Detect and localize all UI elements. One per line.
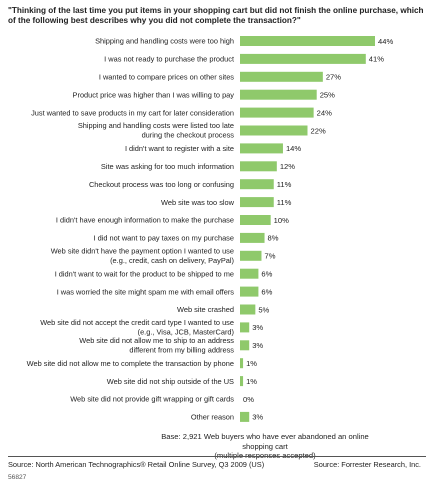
value-label: 3% (252, 341, 263, 350)
source-publisher: Source: Forrester Research, Inc. (313, 460, 421, 469)
value-label: 1% (246, 377, 257, 386)
category-label: different from my billing address (129, 345, 234, 354)
category-label: Site was asking for too much information (101, 162, 234, 171)
value-label: 1% (246, 359, 257, 368)
bar (240, 179, 274, 190)
category-label: Other reason (191, 413, 234, 422)
source-survey: Source: North American Technographics® R… (8, 460, 265, 469)
value-label: 22% (311, 126, 326, 135)
bar (240, 107, 314, 118)
value-label: 0% (243, 395, 254, 404)
category-label: Shipping and handling costs were listed … (78, 121, 234, 130)
category-label: I didn't have enough information to make… (56, 216, 234, 225)
value-label: 6% (261, 270, 272, 279)
category-label: I didn't want to wait for the product to… (55, 269, 234, 278)
category-label: Checkout process was too long or confusi… (89, 180, 234, 189)
category-label: during the checkout process (142, 131, 235, 140)
value-label: 11% (277, 180, 292, 189)
category-label: (e.g., Visa, JCB, MasterCard) (138, 327, 234, 336)
category-label: I was worried the site might spam me wit… (57, 287, 235, 296)
base-note: Base: 2,921 Web buyers who have ever aba… (150, 432, 380, 461)
value-label: 5% (258, 305, 269, 314)
category-label: I was not ready to purchase the product (104, 55, 234, 64)
bar (240, 143, 283, 154)
category-label: Web site did not provide gift wrapping o… (70, 395, 234, 404)
category-label: Shipping and handling costs were too hig… (95, 37, 234, 46)
bar (240, 125, 308, 136)
category-label: Just wanted to save products in my cart … (31, 108, 234, 117)
category-label: Product price was higher than I was will… (73, 90, 235, 99)
bar (240, 286, 259, 297)
bar (240, 161, 277, 172)
value-label: 25% (320, 91, 335, 100)
value-label: 11% (277, 198, 292, 207)
value-label: 41% (369, 55, 384, 64)
bar (240, 36, 375, 46)
bar (240, 232, 265, 243)
category-label: Web site crashed (177, 305, 234, 314)
value-label: 3% (252, 413, 263, 422)
category-label: (e.g., credit, cash on delivery, PayPal) (110, 256, 234, 265)
category-label: Web site was too slow (161, 198, 235, 207)
category-label: Web site did not allow me to ship to an … (79, 336, 234, 345)
bar (240, 250, 262, 261)
value-label: 3% (252, 323, 263, 332)
footer-divider (8, 456, 426, 457)
value-label: 44% (378, 37, 393, 46)
bar (240, 411, 250, 422)
category-label: Web site did not accept the credit card … (40, 318, 234, 327)
value-label: 27% (326, 73, 341, 82)
bar (240, 322, 250, 333)
category-label: I didn't want to register with a site (125, 144, 234, 153)
value-label: 6% (261, 287, 272, 296)
bar (240, 89, 317, 100)
category-label: I did not want to pay taxes on my purcha… (93, 234, 234, 243)
base-note-line1: Base: 2,921 Web buyers who have ever aba… (161, 432, 369, 451)
category-label: Web site did not ship outside of the US (107, 377, 234, 386)
value-label: 12% (280, 162, 295, 171)
value-label: 14% (286, 144, 301, 153)
base-note-line2: (multiple responses accepted) (214, 451, 316, 460)
value-label: 8% (268, 234, 279, 243)
value-label: 24% (317, 108, 332, 117)
category-label: I wanted to compare prices on other site… (99, 73, 234, 82)
value-label: 10% (274, 216, 289, 225)
bar (240, 268, 259, 279)
bar (240, 71, 323, 82)
bar (240, 376, 244, 387)
bar (240, 215, 271, 225)
category-label: Web site didn't have the payment option … (51, 247, 234, 256)
chart-title: "Thinking of the last time you put items… (8, 6, 424, 25)
value-label: 7% (264, 252, 275, 261)
bar (240, 304, 256, 315)
figure-id: 56827 (8, 474, 27, 481)
bar (240, 358, 244, 369)
category-label: Web site did not allow me to complete th… (27, 359, 234, 368)
bar (240, 197, 274, 208)
bar (240, 53, 366, 64)
bar (240, 340, 250, 351)
